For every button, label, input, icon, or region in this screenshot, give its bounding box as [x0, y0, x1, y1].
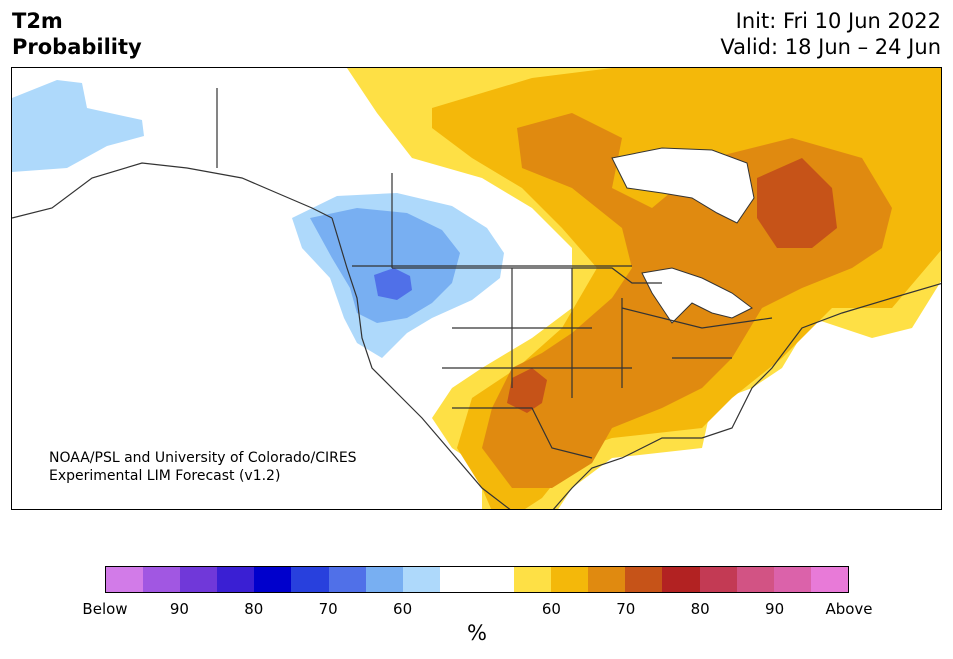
color-scale-tick-label: 90: [169, 600, 189, 618]
color-scale-tick-label: 70: [318, 600, 338, 618]
color-scale-tick-label: 80: [244, 600, 264, 618]
color-scale-segment: [625, 567, 663, 592]
color-scale-tick-label: 60: [393, 600, 413, 618]
northwest-below-80-region: [374, 268, 412, 300]
color-scale-unit: %: [467, 621, 487, 645]
borders: [12, 88, 941, 509]
forecast-dates: Init: Fri 10 Jun 2022 Valid: 18 Jun – 24…: [720, 8, 941, 60]
color-scale-segment: [773, 567, 811, 592]
color-scale-tick-label: 90: [765, 600, 785, 618]
alaska-below-normal-region: [12, 80, 144, 172]
hudson-bay: [611, 147, 755, 224]
color-scale-segment: [180, 567, 218, 592]
color-scale-tick-label: 80: [690, 600, 710, 618]
credit-line-1: NOAA/PSL and University of Colorado/CIRE…: [49, 450, 357, 466]
color-scale-segment: [217, 567, 255, 592]
color-scale-tick-label: Below: [82, 600, 128, 618]
valid-range: Valid: 18 Jun – 24 Jun: [720, 35, 941, 59]
color-scale-segment: [254, 567, 292, 592]
color-scale-tick-label: 70: [616, 600, 636, 618]
color-scale-tick-label: Above: [825, 600, 873, 618]
color-scale-segment: [365, 567, 403, 592]
forecast-map: [11, 67, 942, 510]
color-scale-segment: [810, 567, 848, 592]
color-scale-segment: [106, 567, 144, 592]
color-scale-segment: [476, 567, 515, 592]
color-scale-segment: [143, 567, 181, 592]
quebec-above-80-region: [757, 158, 837, 248]
probability-label: Probability: [12, 35, 142, 59]
color-scale-segment: [514, 567, 552, 592]
variable-label: T2m: [12, 9, 63, 33]
color-scale-segment: [402, 567, 440, 592]
color-scale-segment: [291, 567, 329, 592]
init-date: Init: Fri 10 Jun 2022: [735, 9, 941, 33]
color-scale-segment: [699, 567, 737, 592]
great-lakes: [641, 267, 753, 324]
color-scale-segment: [736, 567, 774, 592]
southwest-above-80-region: [507, 368, 547, 413]
color-scale-segment: [588, 567, 626, 592]
north-america-map: [12, 68, 941, 509]
credit-line-2: Experimental LIM Forecast (v1.2): [49, 468, 281, 484]
color-scale-tick-label: 60: [541, 600, 561, 618]
credit-text: NOAA/PSL and University of Colorado/CIRE…: [49, 449, 357, 485]
color-scale-bar: [105, 566, 849, 593]
color-scale-segment: [662, 567, 700, 592]
color-scale-segment: [439, 567, 477, 592]
color-scale-segment: [551, 567, 589, 592]
color-scale-segment: [328, 567, 366, 592]
map-title: T2m Probability: [12, 8, 142, 60]
